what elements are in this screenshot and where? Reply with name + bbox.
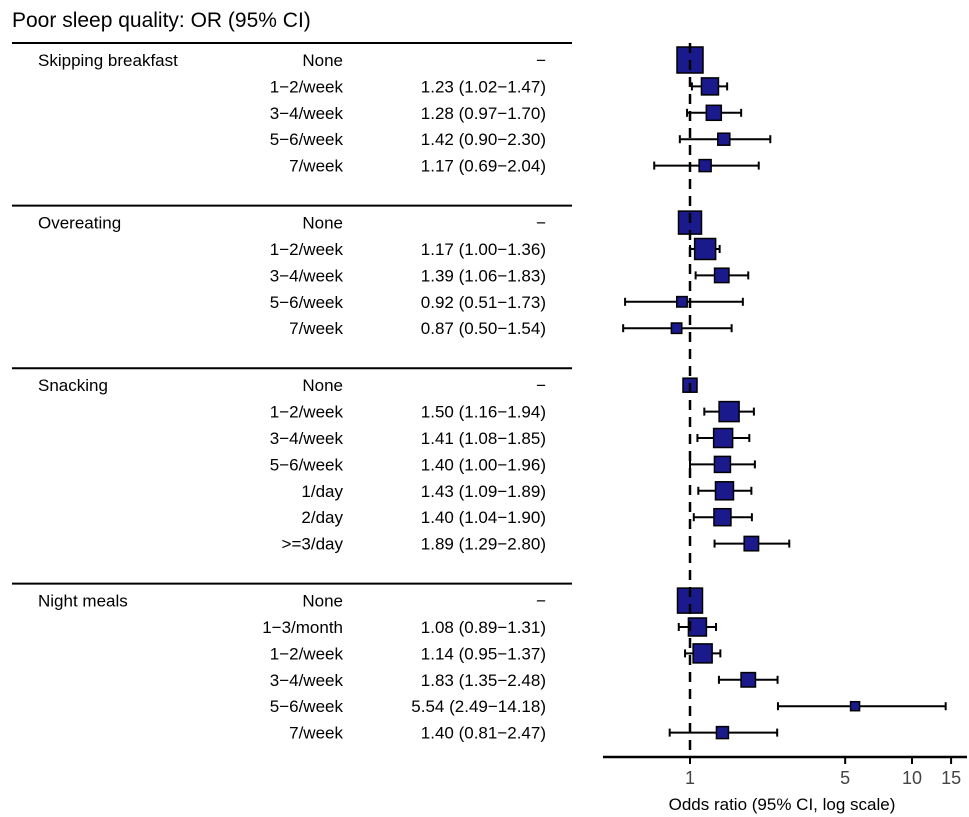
row-level-label: 1−2/week bbox=[270, 240, 344, 259]
row-level-label: 5−6/week bbox=[270, 455, 344, 474]
row-level-label: None bbox=[302, 592, 343, 611]
row-or-text: 1.23 (1.02−1.47) bbox=[421, 77, 546, 96]
row-level-label: None bbox=[302, 214, 343, 233]
row-level-label: 7/week bbox=[289, 157, 343, 176]
point-marker bbox=[713, 455, 732, 474]
row-or-text: 1.14 (0.95−1.37) bbox=[421, 644, 546, 663]
point-marker bbox=[676, 295, 688, 308]
row-level-label: 1−2/week bbox=[270, 77, 344, 96]
row-or-text: 0.87 (0.50−1.54) bbox=[421, 319, 546, 338]
point-marker bbox=[687, 617, 708, 637]
row-or-text: 1.40 (0.81−2.47) bbox=[421, 724, 546, 743]
row-level-label: 3−4/week bbox=[270, 104, 344, 123]
plot-layer: 1 5 10 15 bbox=[603, 43, 967, 788]
point-marker bbox=[700, 77, 720, 96]
row-or-text: 1.39 (1.06−1.83) bbox=[421, 266, 546, 285]
group-label: Night meals bbox=[38, 592, 128, 611]
row-or-text: 1.17 (0.69−2.04) bbox=[421, 157, 546, 176]
row-level-label: 1−3/month bbox=[262, 618, 343, 637]
row-or-text: 1.41 (1.08−1.85) bbox=[421, 429, 546, 448]
group-1: Overeating None − 1−2/week 1.17 (1.00−1.36) 3… bbox=[12, 204, 572, 338]
x-axis-label: Odds ratio (95% CI, log scale) bbox=[669, 795, 896, 814]
row-or-text: 1.40 (1.00−1.96) bbox=[421, 455, 546, 474]
row-level-label: 1−2/week bbox=[270, 403, 344, 422]
point-marker bbox=[718, 400, 740, 423]
row-level-label: 5−6/week bbox=[270, 130, 344, 149]
row-or-text: 0.92 (0.51−1.73) bbox=[421, 293, 546, 312]
group-2: Snacking None − 1−2/week 1.50 (1.16−1.94) 3−4… bbox=[12, 367, 572, 554]
row-level-label: >=3/day bbox=[282, 535, 344, 554]
row-or-text: 1.17 (1.00−1.36) bbox=[421, 240, 546, 259]
row-level-label: 7/week bbox=[289, 724, 343, 743]
group-3: Night meals None − 1−3/month 1.08 (0.89−1.31… bbox=[12, 582, 572, 743]
row-level-label: 3−4/week bbox=[270, 429, 344, 448]
row-level-label: 5−6/week bbox=[270, 293, 344, 312]
point-marker bbox=[714, 481, 735, 501]
row-or-text: − bbox=[536, 214, 546, 233]
x-axis-tick-label: 10 bbox=[902, 768, 922, 788]
point-marker bbox=[670, 322, 683, 335]
point-marker bbox=[705, 104, 723, 122]
row-or-text: 1.42 (0.90−2.30) bbox=[421, 130, 546, 149]
row-or-text: − bbox=[536, 376, 546, 395]
point-marker bbox=[692, 643, 713, 664]
row-or-text: 1.28 (0.97−1.70) bbox=[421, 104, 546, 123]
row-or-text: 5.54 (2.49−14.18) bbox=[411, 697, 546, 716]
row-or-text: 1.89 (1.29−2.80) bbox=[421, 535, 546, 554]
x-axis-tick-label: 1 bbox=[685, 768, 695, 788]
x-axis-tick-label: 5 bbox=[840, 768, 850, 788]
point-marker bbox=[713, 267, 730, 284]
row-or-text: 1.40 (1.04−1.90) bbox=[421, 508, 546, 527]
row-level-label: 1−2/week bbox=[270, 644, 344, 663]
row-or-text: 1.43 (1.09−1.89) bbox=[421, 482, 546, 501]
group-label: Overeating bbox=[38, 214, 121, 233]
chart-title: Poor sleep quality: OR (95% CI) bbox=[12, 9, 311, 32]
point-marker bbox=[740, 671, 757, 688]
point-marker bbox=[743, 535, 760, 552]
point-marker bbox=[849, 700, 861, 712]
row-level-label: 7/week bbox=[289, 319, 343, 338]
row-level-label: 3−4/week bbox=[270, 266, 344, 285]
row-or-text: 1.08 (0.89−1.31) bbox=[421, 618, 546, 637]
point-marker bbox=[698, 158, 712, 173]
row-or-text: 1.50 (1.16−1.94) bbox=[421, 403, 546, 422]
group-0: Skipping breakfast None − 1−2/week 1.23 (1.0… bbox=[12, 42, 572, 176]
row-level-label: 1/day bbox=[301, 482, 343, 501]
row-level-label: 2/day bbox=[301, 508, 343, 527]
point-marker bbox=[713, 507, 732, 527]
point-marker bbox=[717, 132, 731, 146]
row-level-label: None bbox=[302, 376, 343, 395]
group-label: Skipping breakfast bbox=[38, 51, 178, 70]
row-or-text: − bbox=[536, 51, 546, 70]
group-label: Snacking bbox=[38, 376, 108, 395]
row-level-label: 5−6/week bbox=[270, 697, 344, 716]
row-level-label: None bbox=[302, 51, 343, 70]
point-marker bbox=[693, 237, 717, 261]
row-or-text: − bbox=[536, 592, 546, 611]
row-or-text: 1.83 (1.35−2.48) bbox=[421, 671, 546, 690]
row-level-label: 3−4/week bbox=[270, 671, 344, 690]
point-marker bbox=[712, 427, 734, 449]
table-layer: Skipping breakfast None − 1−2/week 1.23 (1.0… bbox=[12, 42, 572, 743]
x-axis-tick-label: 15 bbox=[941, 768, 961, 788]
point-marker bbox=[715, 725, 730, 740]
